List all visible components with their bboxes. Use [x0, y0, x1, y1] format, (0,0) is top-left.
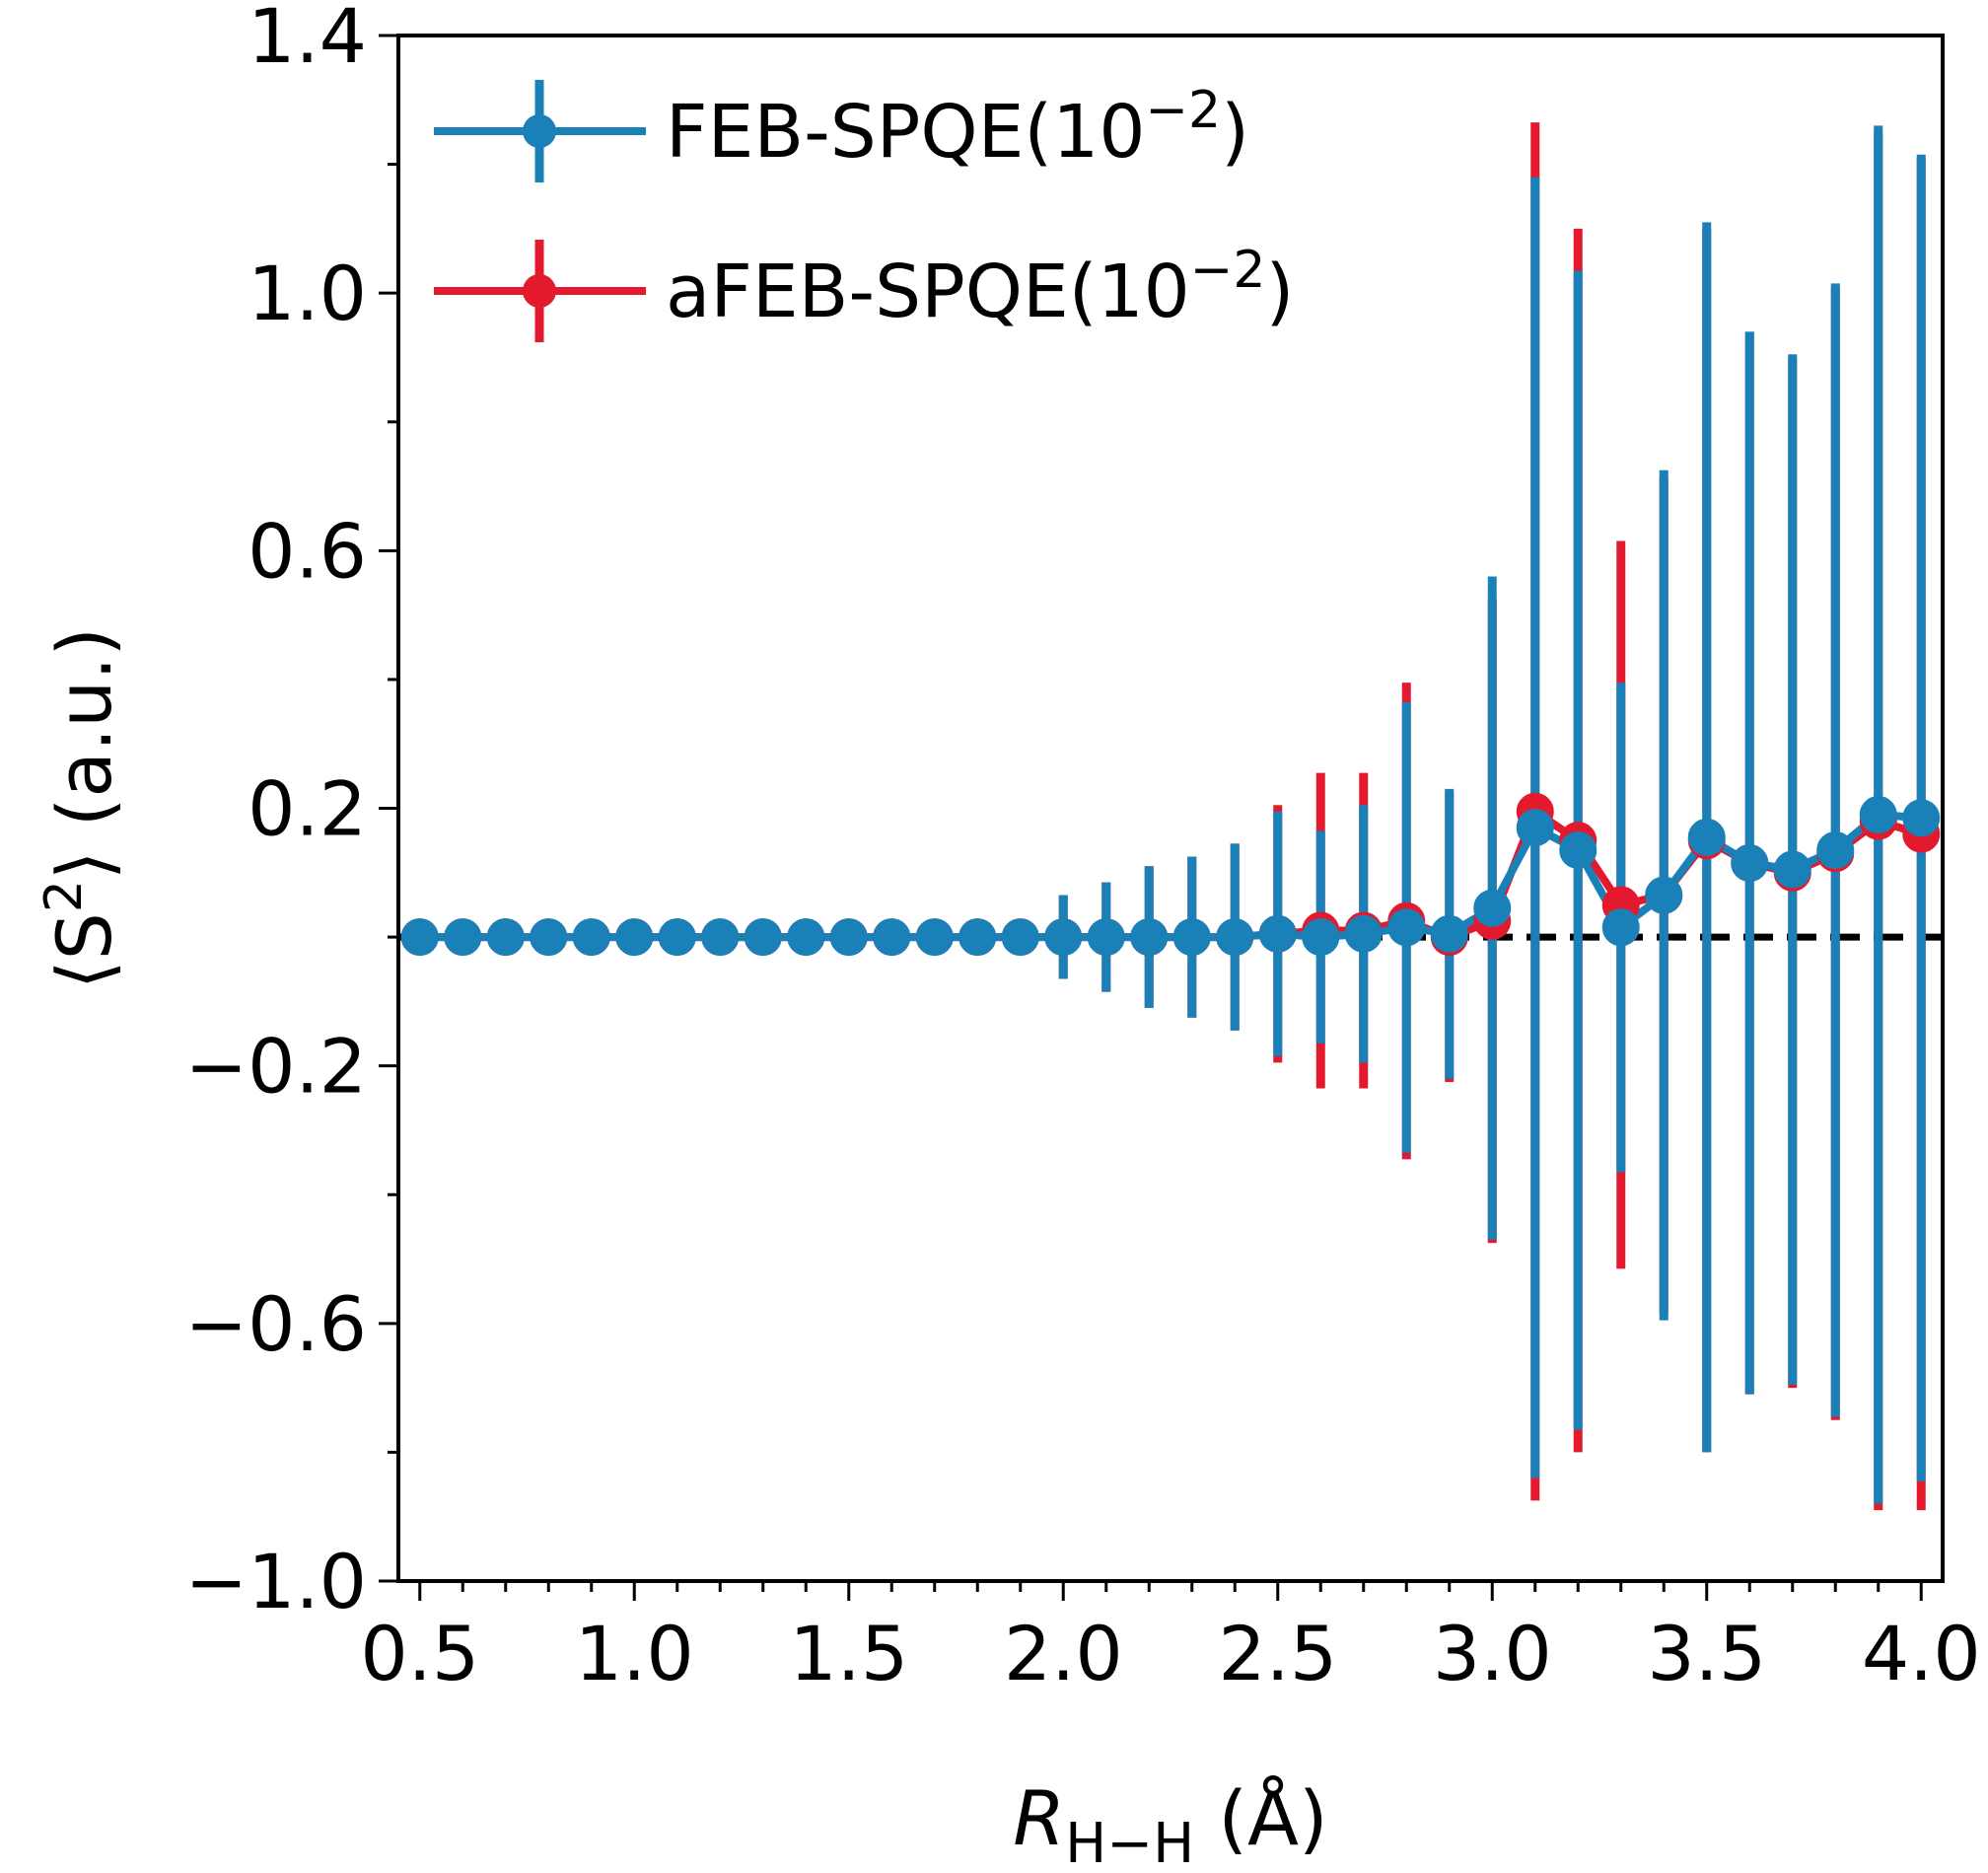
data-point-s1-5 [615, 918, 654, 957]
y-tick-label: −0.6 [184, 1280, 367, 1368]
legend-label-s0: aFEB-SPQE(10−2) [666, 241, 1294, 334]
y-tick-label: 1.0 [248, 250, 367, 337]
legend-marker-s1 [523, 114, 556, 148]
data-point-s1-20 [1258, 914, 1297, 953]
data-point-s1-26 [1516, 809, 1554, 847]
data-point-s1-10 [829, 918, 868, 957]
data-point-s1-34 [1859, 796, 1897, 834]
data-point-s1-0 [400, 918, 439, 957]
data-point-s1-14 [1001, 918, 1039, 957]
data-point-s1-13 [958, 918, 997, 957]
data-point-s1-15 [1044, 918, 1083, 957]
data-point-s1-29 [1645, 876, 1683, 914]
y-axis-label: ⟨S2⟩ (a.u.) [35, 627, 128, 989]
x-tick-label: 2.5 [1218, 1610, 1337, 1697]
data-point-s1-27 [1559, 830, 1598, 869]
y-tick-label: 0.6 [248, 507, 367, 595]
data-point-s1-25 [1473, 889, 1512, 927]
data-point-s1-18 [1172, 918, 1211, 957]
x-tick-label: 2.0 [1004, 1610, 1123, 1697]
legend: FEB-SPQE(10−2) aFEB-SPQE(10−2) [434, 80, 1294, 342]
data-points-layer [400, 792, 1941, 957]
x-tick-label: 1.0 [575, 1610, 694, 1697]
data-point-s1-6 [658, 918, 696, 957]
x-tick-label: 4.0 [1862, 1610, 1981, 1697]
data-point-s1-7 [701, 918, 740, 957]
y-tick-label: 1.4 [248, 0, 367, 80]
x-axis-label: RH−H (Å) [1013, 1774, 1327, 1873]
data-point-s1-31 [1731, 843, 1769, 882]
y-tick-label: −0.2 [184, 1023, 367, 1111]
data-point-s1-9 [787, 918, 825, 957]
data-point-s1-11 [873, 918, 911, 957]
data-point-s1-22 [1344, 914, 1383, 953]
data-point-s1-17 [1130, 918, 1169, 957]
data-point-s1-2 [486, 918, 525, 957]
data-point-s1-1 [444, 918, 482, 957]
ticks-layer: 0.5 1.0 1.5 2.0 2.5 3.0 3.5 4.0 −1.0 −0.6 −0.2 0.2 0… [184, 0, 1980, 1697]
data-point-s1-32 [1773, 850, 1811, 889]
data-point-s1-4 [572, 918, 610, 957]
data-point-s1-23 [1387, 908, 1426, 947]
data-point-s1-35 [1902, 799, 1941, 837]
data-point-s1-21 [1302, 918, 1340, 957]
x-tick-label: 3.0 [1433, 1610, 1552, 1697]
data-point-s1-33 [1816, 830, 1855, 869]
data-point-s1-24 [1430, 914, 1468, 953]
y-tick-label: −1.0 [184, 1538, 367, 1625]
x-tick-label: 3.5 [1647, 1610, 1766, 1697]
x-tick-label: 1.5 [789, 1610, 908, 1697]
legend-label-s1: FEB-SPQE(10−2) [666, 81, 1249, 175]
data-point-s1-19 [1216, 918, 1254, 957]
data-point-s1-16 [1087, 918, 1125, 957]
x-tick-label: 0.5 [360, 1610, 479, 1697]
y-tick-label: 0.2 [248, 765, 367, 853]
axis-labels-layer: RH−H (Å) ⟨S2⟩ (a.u.) [35, 627, 1328, 1873]
data-point-s1-8 [744, 918, 782, 957]
data-point-s1-12 [915, 918, 954, 957]
data-point-s1-30 [1687, 818, 1726, 856]
error-bars-layer [1058, 122, 1926, 1511]
data-point-s1-28 [1601, 908, 1640, 947]
legend-marker-s0 [523, 274, 556, 308]
data-point-s1-3 [530, 918, 568, 957]
